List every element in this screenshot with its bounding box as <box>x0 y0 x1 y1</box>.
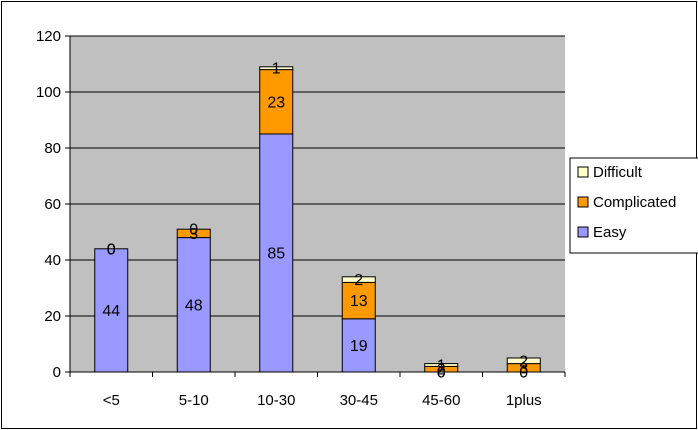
legend-swatch-difficult <box>577 166 589 178</box>
x-tick-label: 30-45 <box>340 392 378 409</box>
data-label-complicated: 3 <box>519 360 528 377</box>
data-label-difficult: 0 <box>107 241 116 258</box>
gridlines <box>70 35 565 317</box>
bar-segment-difficult <box>424 363 459 367</box>
legend-swatch-easy <box>577 226 589 238</box>
bar-segment-difficult <box>506 357 541 365</box>
y-tick-label: 60 <box>44 196 61 213</box>
y-tick-labels: 0 20 40 60 80 100 120 <box>36 28 61 381</box>
bar-segment-easy <box>259 133 294 373</box>
x-tick-label: 1plus <box>506 392 542 409</box>
data-label-complicated: 13 <box>350 293 368 310</box>
y-tick-label: 40 <box>44 252 61 269</box>
x-tick-label: 10-30 <box>257 392 295 409</box>
data-label-complicated: 0 <box>107 241 116 258</box>
data-label-complicated: 3 <box>189 226 198 243</box>
x-tick-label: <5 <box>103 392 120 409</box>
data-label-easy: 44 <box>102 303 120 320</box>
bar-segment-difficult <box>341 276 376 283</box>
bar-segment-complicated <box>259 69 294 135</box>
data-label-easy: 85 <box>267 246 285 263</box>
data-label-easy: 19 <box>350 338 368 355</box>
data-label-easy: 48 <box>185 297 203 314</box>
data-label-complicated: 23 <box>267 94 285 111</box>
bar-segment-complicated <box>341 281 376 320</box>
data-label-easy: 0 <box>519 365 528 382</box>
legend-label-easy: Easy <box>593 224 627 241</box>
legend-items: Difficult Complicated Easy <box>577 164 676 241</box>
data-label-difficult: 1 <box>437 358 446 375</box>
data-label-difficult: 1 <box>272 61 281 78</box>
y-tick-label: 20 <box>44 308 61 325</box>
data-label-difficult: 2 <box>519 353 528 370</box>
y-tick-label: 100 <box>36 84 61 101</box>
data-label-difficult: 0 <box>189 222 198 239</box>
data-label-complicated: 2 <box>437 362 446 379</box>
y-tick-label: 0 <box>53 364 61 381</box>
bars <box>94 66 541 373</box>
bar-segment-difficult <box>259 66 294 71</box>
y-tick-label: 80 <box>44 140 61 157</box>
x-tick-label: 45-60 <box>422 392 460 409</box>
legend: Difficult Complicated Easy <box>569 157 698 254</box>
y-tick-label: 120 <box>36 28 61 45</box>
axes <box>65 35 566 377</box>
data-label-difficult: 2 <box>354 272 363 289</box>
legend-box <box>569 157 698 254</box>
x-tick-label: 5-10 <box>179 392 209 409</box>
legend-label-complicated: Complicated <box>593 194 676 211</box>
legend-swatch-complicated <box>577 196 589 208</box>
bar-segment-complicated <box>176 228 211 239</box>
data-label-easy: 0 <box>437 365 446 382</box>
x-tick-labels: <5 5-10 10-30 30-45 45-60 1plus <box>103 392 542 409</box>
legend-label-difficult: Difficult <box>593 164 643 181</box>
